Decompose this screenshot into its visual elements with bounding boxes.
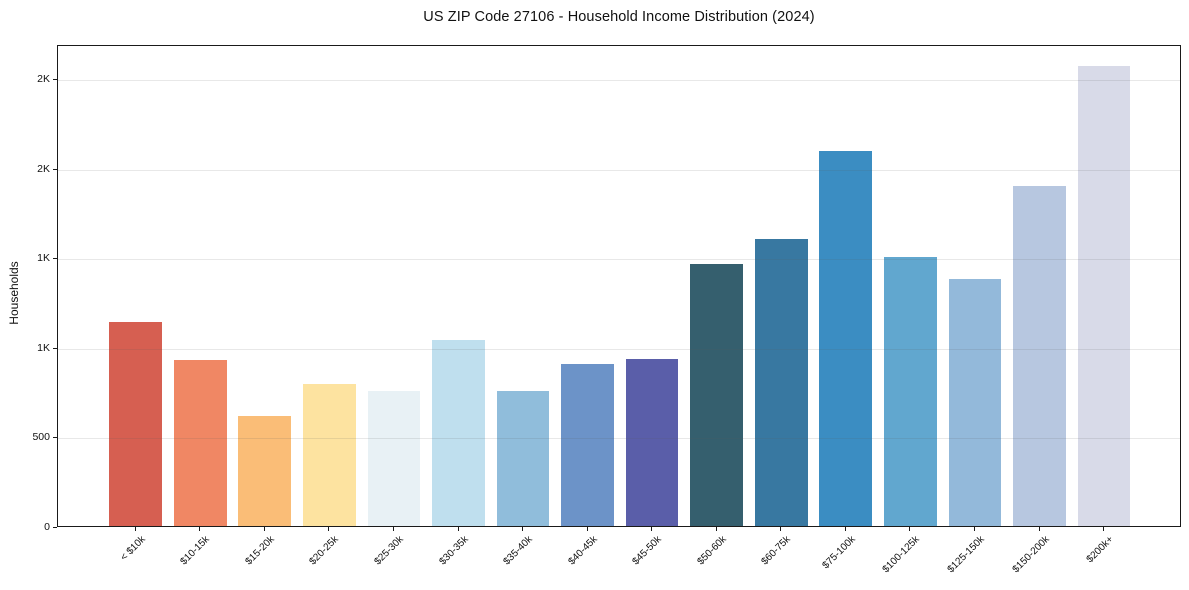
- x-axis-tick: [263, 527, 265, 531]
- bar-150-200k: [1013, 185, 1066, 526]
- bar-10k: [109, 321, 162, 526]
- y-tick-label: 2K: [37, 162, 50, 175]
- x-axis-tick: [457, 527, 459, 531]
- y-axis-tick: [53, 79, 57, 80]
- x-tick-label: $45-50k: [630, 534, 664, 568]
- x-tick-label: $25-30k: [372, 534, 406, 568]
- bar-60-75k: [754, 239, 808, 526]
- x-axis-tick: [1103, 527, 1104, 531]
- plot-area: [57, 45, 1181, 527]
- x-tick-label: $20-25k: [307, 534, 342, 568]
- bar-100-125k: [884, 257, 937, 526]
- x-tick-label: $75-100k: [820, 534, 858, 572]
- x-tick-label: < $10k: [118, 534, 148, 564]
- y-tick-label: 1K: [37, 341, 50, 354]
- chart-title: US ZIP Code 27106 - Household Income Dis…: [423, 9, 815, 25]
- bar-25-30k: [367, 390, 421, 526]
- x-axis-tick: [973, 527, 975, 531]
- gridline-y-1500: [58, 259, 1180, 261]
- bar-20-25k: [302, 383, 356, 526]
- y-tick-label: 500: [32, 431, 50, 444]
- x-axis-tick: [1038, 527, 1040, 531]
- x-axis-tick: [392, 527, 394, 531]
- x-axis-tick: [780, 527, 782, 531]
- x-tick-label: $200k+: [1084, 534, 1116, 566]
- y-tick-label: 0: [44, 521, 50, 533]
- bar-50-60k: [690, 263, 744, 526]
- x-tick-label: $10-15k: [178, 534, 212, 568]
- x-tick-label: $125-150k: [945, 534, 987, 576]
- bar-35-40k: [496, 390, 550, 526]
- gridline-y-500: [58, 438, 1180, 440]
- x-axis-tick: [328, 527, 330, 531]
- x-tick-label: $100-125k: [880, 534, 923, 576]
- bar-75-100k: [819, 150, 873, 526]
- y-axis-tick: [53, 258, 57, 260]
- gridline-y-2500: [58, 80, 1180, 81]
- bar-200k: [1077, 66, 1131, 526]
- x-axis-tick: [844, 527, 846, 531]
- bar-15-20k: [238, 415, 292, 526]
- y-tick-label: 1K: [37, 252, 50, 265]
- x-axis-tick: [651, 527, 653, 531]
- y-axis-tick: [53, 168, 57, 170]
- x-axis-tick: [522, 527, 523, 531]
- bar-40-45k: [561, 363, 614, 526]
- x-axis-tick: [909, 527, 911, 531]
- bar-125-150k: [948, 278, 1002, 526]
- y-axis-label: Households: [7, 261, 21, 325]
- x-axis-tick: [199, 527, 201, 531]
- y-axis-tick: [53, 347, 57, 349]
- bar-45-50k: [625, 358, 679, 526]
- bar-10-15k: [173, 360, 227, 526]
- y-axis-tick: [53, 527, 57, 528]
- x-tick-label: $60-75k: [759, 534, 794, 568]
- x-tick-label: $150-200k: [1010, 534, 1052, 576]
- gridline-y-2000: [58, 169, 1180, 171]
- x-tick-label: $35-40k: [501, 534, 535, 568]
- x-tick-label: $30-35k: [436, 534, 471, 568]
- x-tick-label: $40-45k: [566, 534, 600, 568]
- y-tick-label: 2K: [37, 73, 50, 85]
- x-tick-label: $15-20k: [243, 534, 277, 568]
- x-axis-tick: [715, 527, 717, 531]
- x-axis-tick: [134, 527, 136, 531]
- y-axis-tick: [53, 437, 57, 439]
- x-tick-label: $50-60k: [695, 534, 729, 568]
- x-axis-tick: [586, 527, 588, 531]
- bar-30-35k: [432, 339, 485, 526]
- gridline-y-1000: [58, 348, 1180, 350]
